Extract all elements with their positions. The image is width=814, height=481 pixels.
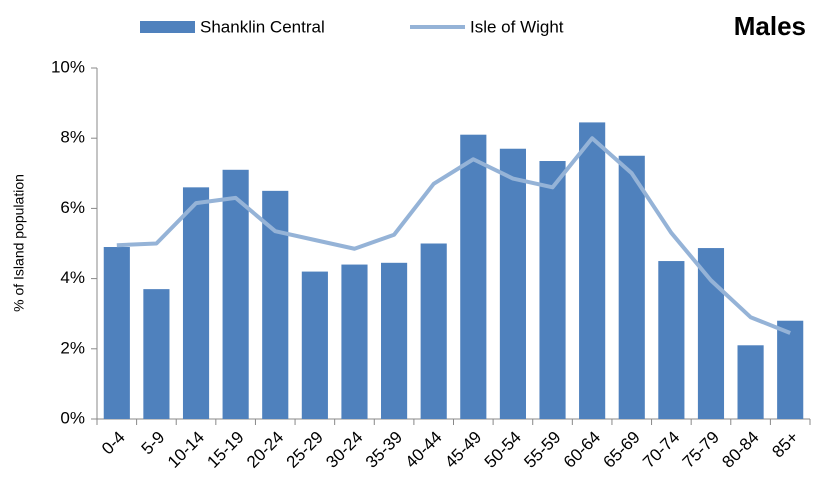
legend-swatch <box>140 21 195 33</box>
bar <box>182 187 210 419</box>
x-tick-label: 65-69 <box>600 428 644 472</box>
bar <box>460 134 487 419</box>
bar <box>103 247 130 419</box>
x-tick-label: 85+ <box>768 428 802 462</box>
bar <box>222 169 249 419</box>
x-tick-label: 25-29 <box>283 428 327 472</box>
x-tick-label: 10-14 <box>164 428 208 472</box>
y-tick-label: 0% <box>60 408 85 427</box>
x-tick-label: 5-9 <box>138 428 169 459</box>
bar <box>499 148 526 420</box>
x-tick-label: 60-64 <box>560 428 604 472</box>
x-tick-label: 75-79 <box>679 428 723 472</box>
x-tick-label: 20-24 <box>243 428 287 472</box>
x-tick-label: 45-49 <box>441 428 485 472</box>
bar <box>777 320 804 419</box>
bar <box>579 122 606 419</box>
y-tick-label: 2% <box>60 338 85 357</box>
bar <box>539 161 566 419</box>
bar <box>341 264 368 419</box>
x-tick-label: 70-74 <box>639 428 683 472</box>
bar <box>658 261 685 419</box>
y-tick-label: 6% <box>60 198 85 217</box>
y-axis-label: % of Island population <box>11 174 27 312</box>
bar <box>697 248 725 419</box>
x-tick-label: 35-39 <box>362 428 406 472</box>
bar <box>618 155 645 419</box>
legend-label: Isle of Wight <box>470 17 564 36</box>
x-tick-label: 40-44 <box>402 428 446 472</box>
bar <box>381 262 408 419</box>
bar <box>737 345 764 419</box>
x-tick-label: 55-59 <box>520 428 564 472</box>
line <box>116 136 791 335</box>
legend-label: Shanklin Central <box>200 17 325 36</box>
bar <box>143 289 170 419</box>
x-tick-label: 50-54 <box>481 428 525 472</box>
x-tick-label: 0-4 <box>98 428 129 459</box>
y-tick-label: 10% <box>51 57 85 76</box>
y-tick-label: 4% <box>60 268 85 287</box>
x-tick-label: 15-19 <box>203 428 247 472</box>
x-tick-label: 30-24 <box>322 428 366 472</box>
chart-title: Males <box>734 11 806 41</box>
y-tick-label: 8% <box>60 128 85 147</box>
bar <box>301 271 328 419</box>
x-tick-label: 80-84 <box>718 428 762 472</box>
bar <box>420 243 447 419</box>
